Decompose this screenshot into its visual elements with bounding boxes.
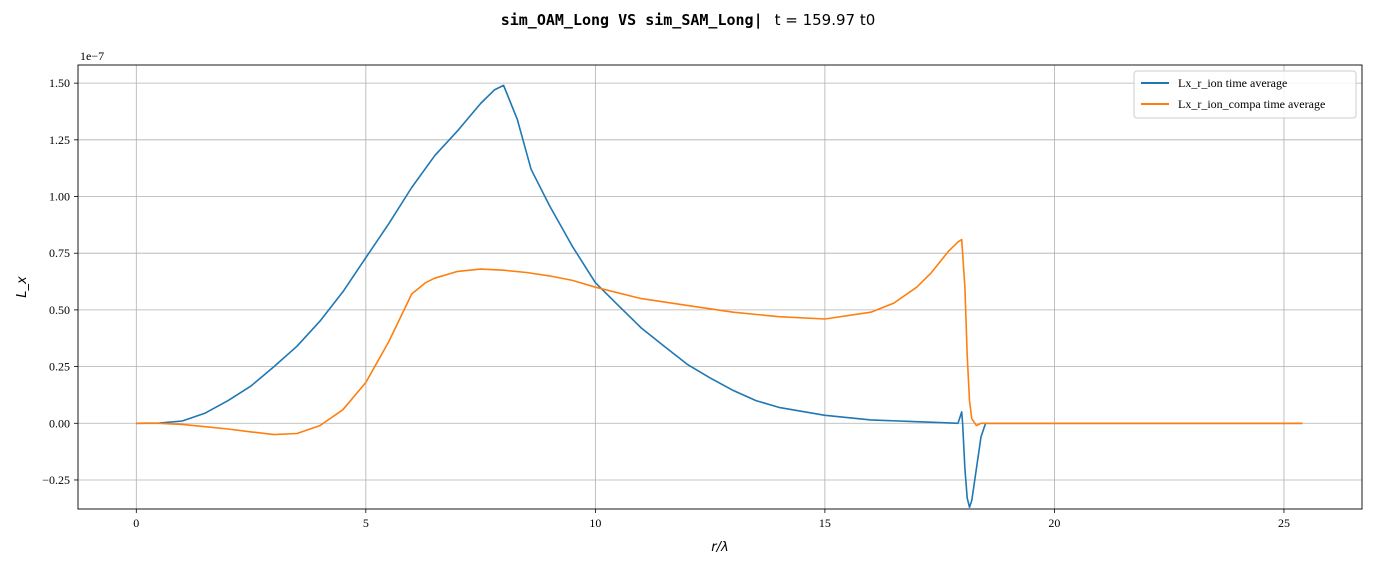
- y-axis-ticks: −0.25 0.00 0.25 0.50 0.75 1.00 1.25 1.50: [42, 76, 78, 487]
- y-tick-label: 1.25: [49, 133, 70, 147]
- x-axis-ticks: 0 5 10 15 20 25: [133, 509, 1290, 530]
- legend-box: [1133, 70, 1357, 119]
- series-layer: [136, 84, 1303, 509]
- y-tick-label: 0.25: [49, 360, 70, 374]
- y-offset-text: 1e−7: [80, 49, 104, 63]
- legend-label-series-2: Lx_r_ion_compa time average: [1178, 97, 1325, 111]
- chart-title: sim_OAM_Long VS sim_SAM_Long| t = 159.97…: [501, 11, 876, 30]
- x-tick-label: 15: [819, 516, 831, 530]
- axes-background: [78, 65, 1362, 509]
- y-tick-label: 0.00: [49, 416, 70, 430]
- series-line-2: [136, 238, 1303, 436]
- x-tick-label: 10: [589, 516, 601, 530]
- title-time-part: t = 159.97 t0: [775, 11, 876, 29]
- x-tick-label: 5: [363, 516, 369, 530]
- axes-frame: [77, 64, 1363, 510]
- x-tick-label: 20: [1048, 516, 1060, 530]
- series-line-1: [136, 84, 1303, 509]
- legend-label-series-1: Lx_r_ion time average: [1178, 76, 1287, 90]
- plot-area: 0 5 10 15 20 25 −0.25 0.00 0.25 0.50 0.75 1.00 1.25…: [42, 64, 1363, 530]
- y-tick-label: 1.00: [49, 190, 70, 204]
- title-sim-part: sim_OAM_Long VS sim_SAM_Long|: [501, 11, 763, 30]
- y-axis-label: L_x: [15, 276, 30, 298]
- y-tick-label: −0.25: [42, 473, 70, 487]
- y-tick-label: 0.50: [49, 303, 70, 317]
- legend: Lx_r_ion time average Lx_r_ion_compa tim…: [1133, 70, 1357, 119]
- y-tick-label: 1.50: [49, 76, 70, 90]
- x-tick-label: 25: [1278, 516, 1290, 530]
- y-tick-label: 0.75: [49, 246, 70, 260]
- x-tick-label: 0: [133, 516, 139, 530]
- x-axis-label: r/λ: [711, 540, 728, 555]
